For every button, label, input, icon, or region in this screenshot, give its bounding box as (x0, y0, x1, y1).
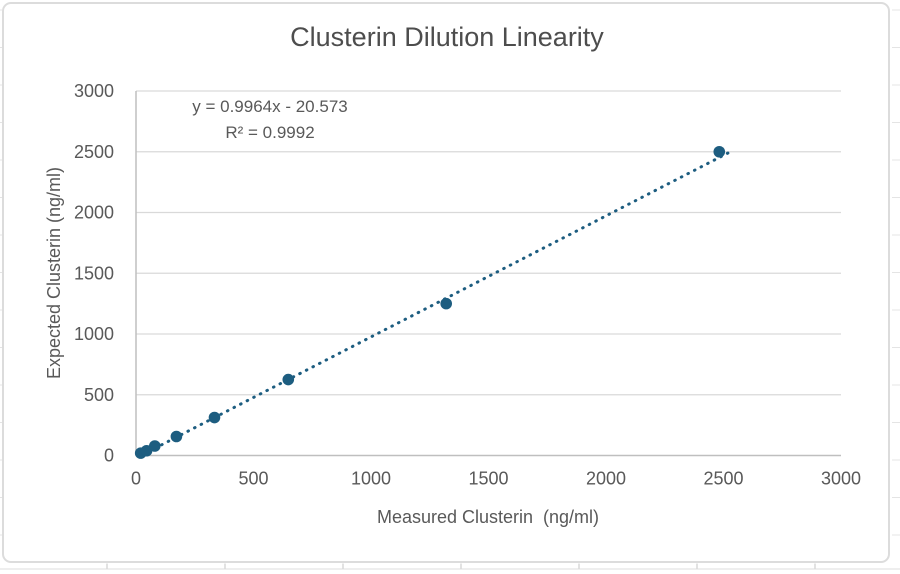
data-point (208, 411, 221, 424)
chart-gridlines (136, 90, 841, 396)
x-tick-label: 3000 (821, 469, 861, 489)
data-point (170, 430, 183, 443)
chart-object-frame[interactable] (2, 2, 890, 563)
y-tick-label: 2500 (74, 142, 114, 162)
y-tick-label: 3000 (74, 81, 114, 101)
y-tick-label: 1000 (74, 324, 114, 344)
spreadsheet-gridlines (0, 9, 900, 570)
trendline-equation-line: y = 0.9964x - 20.573 (192, 97, 348, 116)
data-point (282, 373, 295, 386)
trendline-equation: y = 0.9964x - 20.573 R² = 0.9992 (160, 94, 380, 146)
x-tick-label: 0 (131, 469, 141, 489)
chart-title: Clusterin Dilution Linearity (290, 22, 604, 52)
y-tick-label: 1500 (74, 263, 114, 283)
dotted-trendline (140, 151, 730, 457)
x-axis-title: Measured Clusterin (ng/ml) (376, 507, 600, 527)
axis-lines (135, 91, 841, 457)
trendline-r-squared: R² = 0.9992 (225, 123, 315, 142)
x-tick-label: 2500 (703, 469, 743, 489)
data-points (134, 145, 726, 459)
x-tick-label: 1500 (468, 469, 508, 489)
data-point (440, 297, 453, 310)
data-point (713, 145, 726, 158)
y-axis-title: Expected Clusterin (ng/ml) (44, 166, 64, 380)
y-tick-label: 0 (104, 446, 114, 466)
x-tick-label: 1000 (351, 469, 391, 489)
x-tick-label: 500 (238, 469, 268, 489)
axis-tick-labels: 0 500 1000 1500 2000 2500 3000 0 500 1000 1500 2000… (74, 81, 861, 489)
x-tick-label: 2000 (586, 469, 626, 489)
y-tick-label: 500 (84, 385, 114, 405)
y-tick-label: 2000 (74, 203, 114, 223)
data-point (149, 440, 161, 452)
